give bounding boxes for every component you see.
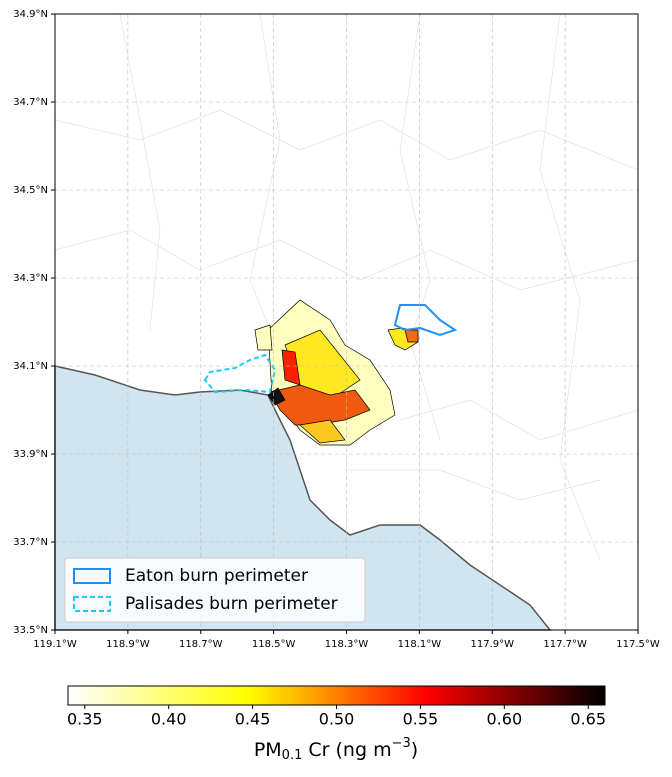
- colorbar-tick-label: 0.55: [403, 710, 439, 729]
- boundaries: [54, 13, 639, 561]
- y-tick-label: 34.7°N: [13, 97, 48, 108]
- legend-label: Eaton burn perimeter: [125, 566, 308, 586]
- x-tick-label: 118.7°W: [179, 639, 223, 650]
- y-tick-label: 33.7°N: [13, 537, 48, 548]
- colorbar-tick-label: 0.40: [151, 710, 187, 729]
- x-tick-label: 117.5°W: [616, 639, 660, 650]
- colorbar-tick-label: 0.65: [570, 710, 606, 729]
- y-tick-label: 34.9°N: [13, 9, 48, 20]
- x-tick-label: 118.1°W: [398, 639, 442, 650]
- x-tick-label: 117.9°W: [470, 639, 514, 650]
- colorbar-tick-label: 0.35: [67, 710, 103, 729]
- y-tick-label: 33.5°N: [13, 625, 48, 636]
- colorbar-label: PM0.1 Cr (ng m−3): [254, 736, 418, 763]
- x-tick-label: 118.5°W: [252, 639, 296, 650]
- colorbar: [67, 685, 606, 706]
- y-tick-label: 34.3°N: [13, 273, 48, 284]
- legend-swatch: [73, 596, 111, 612]
- pm-regions: [254, 299, 419, 446]
- colorbar-tick-label: 0.45: [235, 710, 271, 729]
- x-tick-label: 117.7°W: [543, 639, 587, 650]
- eaton-perimeter: [393, 304, 458, 337]
- y-tick-label: 34.1°N: [13, 361, 48, 372]
- legend-label: Palisades burn perimeter: [125, 594, 338, 614]
- legend: [64, 557, 366, 623]
- y-tick-label: 34.5°N: [13, 185, 48, 196]
- palisades-perimeter: [203, 353, 277, 394]
- y-tick-label: 33.9°N: [13, 449, 48, 460]
- x-tick-label: 119.1°W: [33, 639, 77, 650]
- legend-swatch: [73, 568, 111, 584]
- x-tick-label: 118.3°W: [325, 639, 369, 650]
- colorbar-tick-label: 0.50: [319, 710, 355, 729]
- colorbar-tick-label: 0.60: [487, 710, 523, 729]
- x-tick-label: 118.9°W: [106, 639, 150, 650]
